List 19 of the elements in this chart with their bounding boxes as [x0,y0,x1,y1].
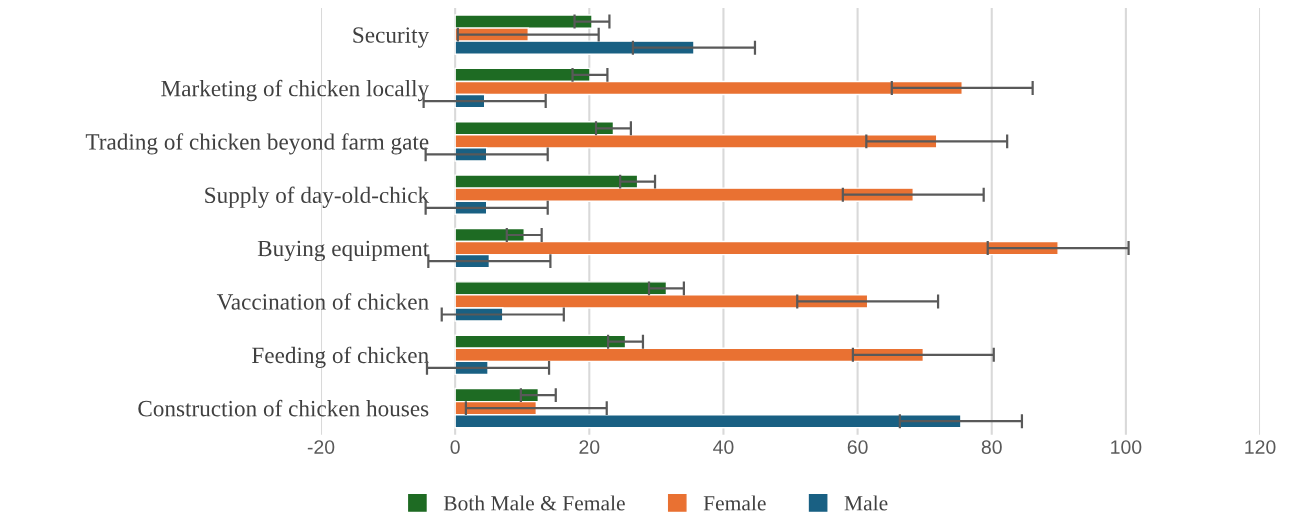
x-tick-label: 120 [1245,440,1276,454]
y-tick-label: Marketing of chicken locally [161,79,430,102]
legend-label: Both Male & Female [443,495,625,511]
y-tick-label: Vaccination of chicken [216,293,429,310]
y-tick-label: Construction of chicken houses [138,399,429,417]
x-tick-label: 0 [450,440,460,454]
y-tick-label: Supply of day-old-chick [205,186,430,208]
x-tick-label: 60 [847,440,868,454]
x-tick-label: 20 [579,440,600,454]
legend-label: Female [703,495,766,511]
y-tick-label: Feeding of chicken [252,346,429,368]
x-tick-label: -20 [307,440,335,454]
y-tick-label: Buying equipment [257,240,430,262]
legend-label: Male [844,495,888,511]
y-tick-label: Security [353,27,430,48]
y-tick-label: Trading of chicken beyond farm gate [85,133,429,155]
x-tick-label: 40 [713,440,734,454]
x-tick-label: 80 [981,440,1002,454]
x-tick-label: 100 [1111,440,1142,454]
